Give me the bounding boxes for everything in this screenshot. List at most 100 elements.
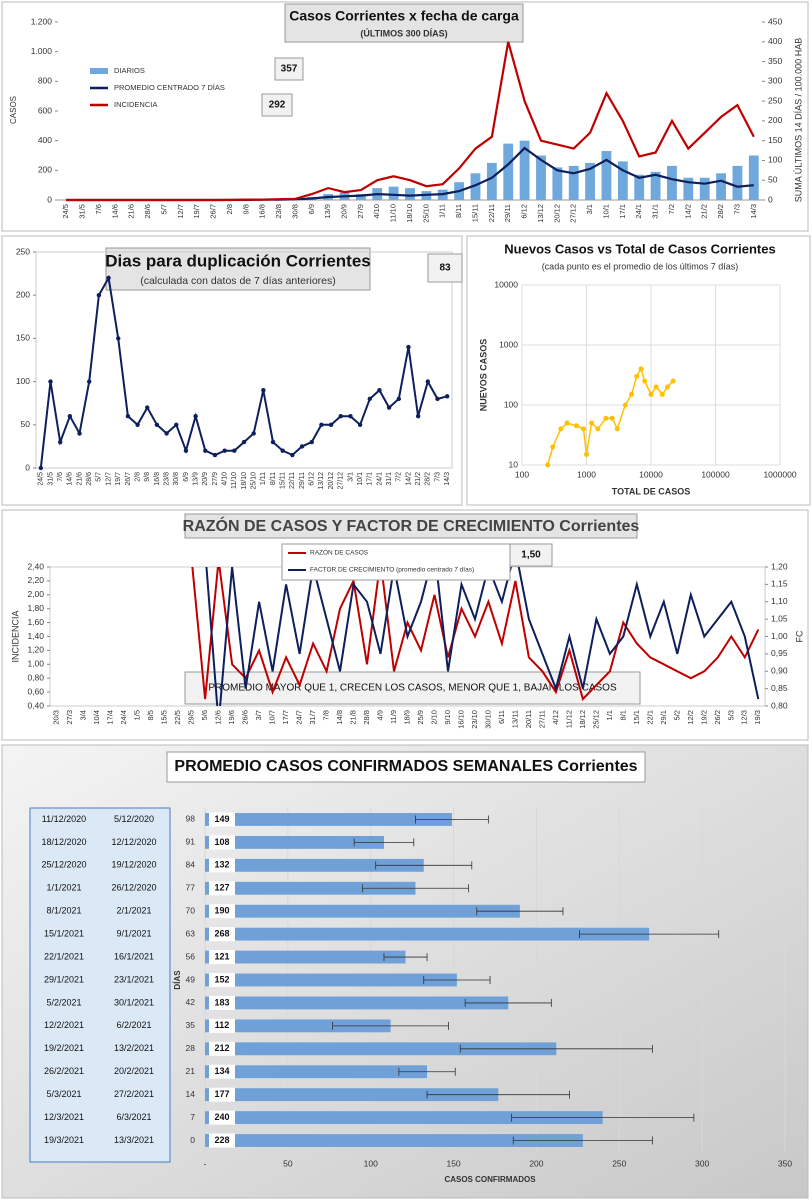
legend-label: DIARIOS	[114, 66, 145, 75]
line-marker	[299, 444, 305, 449]
y-tick-label: 70	[186, 905, 196, 915]
x-tick-label: 1000000	[763, 469, 796, 479]
bar	[205, 950, 406, 964]
line-marker	[232, 448, 237, 453]
x-tick-label: 50	[283, 1158, 293, 1168]
x-tick-label: 27/9	[212, 472, 219, 486]
bar	[503, 143, 514, 200]
axis-label: FC	[794, 630, 804, 642]
x-tick-label: 25/9	[416, 710, 425, 725]
y-tick-label: 10	[509, 459, 519, 469]
value-label-box	[209, 835, 235, 850]
x-tick-label: 12/3	[740, 710, 749, 725]
x-tick-label: 10/7	[268, 710, 277, 725]
bar	[716, 173, 726, 200]
x-tick-label: 18/9	[402, 710, 411, 725]
week-end: 19/3/2021	[44, 1135, 84, 1145]
value-label: 152	[214, 974, 229, 984]
line-marker	[241, 439, 247, 445]
x-tick-label: 10000	[639, 469, 663, 479]
tick-label: 150	[768, 135, 782, 145]
scatter-point	[638, 366, 644, 372]
bar	[205, 835, 384, 849]
line-marker	[125, 413, 131, 419]
week-start: 9/1/2021	[116, 929, 151, 939]
data-line	[191, 567, 760, 701]
tick-label: 200	[768, 115, 782, 125]
scatter-point	[648, 391, 654, 397]
x-tick-label: 23/8	[274, 204, 283, 219]
x-tick-label: 21/8	[349, 710, 358, 725]
tick-label: 0	[47, 194, 52, 204]
x-tick-label: 18/12	[578, 710, 587, 729]
y-tick-label: 0	[190, 1135, 195, 1145]
x-tick-label: 2/8	[134, 472, 141, 482]
x-tick-label: 24/5	[38, 472, 45, 486]
x-tick-label: 19/2	[699, 710, 708, 725]
tick-label: 600	[38, 105, 52, 115]
x-tick-label: 20/9	[202, 472, 209, 486]
bar	[617, 161, 628, 200]
line-marker	[338, 413, 343, 419]
x-tick-label: 30/8	[173, 472, 180, 486]
bar	[205, 1019, 391, 1033]
line-marker	[203, 448, 208, 453]
chart-title: PROMEDIO CASOS CONFIRMADOS SEMANALES Cor…	[174, 758, 637, 775]
tick-label: 1,20	[771, 561, 788, 571]
x-tick-label: 13/12	[318, 472, 325, 490]
tick-label: 250	[16, 246, 30, 256]
scatter-point	[564, 420, 570, 426]
x-tick-label: 31/1	[651, 204, 660, 219]
x-tick-label: 31/1	[386, 472, 393, 486]
bar	[585, 162, 596, 200]
annotation: 1,50	[521, 550, 541, 561]
line-marker	[396, 396, 401, 402]
x-tick-label: 2/10	[429, 710, 438, 725]
week-start: 19/12/2020	[111, 860, 156, 870]
tick-label: 200	[16, 289, 30, 299]
x-tick-label: 30/10	[483, 710, 492, 729]
x-tick-label: 10/4	[92, 710, 101, 725]
bar	[650, 171, 661, 200]
week-end: 19/2/2021	[44, 1043, 84, 1053]
line-marker	[386, 405, 392, 410]
x-tick-label: 19/7	[115, 472, 122, 486]
x-tick-label: 350	[778, 1158, 792, 1168]
bar	[205, 904, 520, 918]
tick-label: 100	[768, 155, 782, 165]
value-label-box	[209, 995, 235, 1010]
x-tick-label: 24/4	[119, 710, 128, 725]
chart-subtitle: (calculada con datos de 7 días anteriore…	[140, 275, 336, 287]
chart-title: RAZÓN DE CASOS Y FACTOR DE CRECIMIENTO C…	[183, 516, 640, 535]
scatter-point	[558, 426, 564, 432]
x-tick-label: 29/11	[299, 472, 306, 489]
value-label: 127	[214, 883, 229, 893]
line-marker	[87, 379, 92, 384]
x-tick-label: 4/10	[372, 204, 381, 219]
week-end: 18/12/2020	[41, 837, 86, 847]
error-bar	[353, 838, 415, 847]
x-tick-label: 11/9	[389, 710, 398, 724]
value-label: 132	[214, 860, 229, 870]
line-marker	[280, 448, 285, 453]
line-marker	[135, 422, 140, 427]
x-tick-label: 6/9	[183, 472, 190, 482]
x-tick-label: 28/6	[143, 204, 152, 219]
tick-label: 200	[38, 165, 52, 175]
x-tick-label: 15/1	[632, 710, 641, 725]
scatter-point	[584, 451, 589, 457]
y-tick-label: 14	[186, 1089, 196, 1099]
y-tick-label: 10000	[494, 279, 518, 289]
tick-label: 0	[768, 194, 773, 204]
y-tick-label: 49	[186, 974, 196, 984]
x-tick-label: 6/12	[520, 204, 529, 219]
x-tick-label: 1/11	[438, 204, 447, 218]
scatter-point	[609, 415, 615, 421]
annotation-box	[261, 93, 293, 117]
line-marker	[154, 422, 160, 427]
x-tick-label: -	[204, 1158, 207, 1168]
error-bar	[512, 1136, 653, 1145]
x-tick-label: 100	[515, 469, 529, 479]
value-label-box	[209, 1133, 235, 1148]
scatter-point	[653, 384, 659, 390]
